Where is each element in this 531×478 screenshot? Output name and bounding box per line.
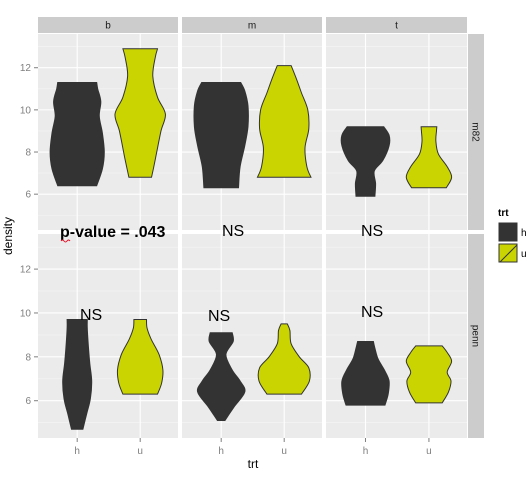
violin-m-m82-h: [193, 82, 249, 189]
x-tick-label: h: [74, 446, 80, 457]
legend-key-u: [498, 243, 518, 263]
violin-t-m82-u: [405, 126, 453, 189]
facet-strip-penn: [468, 234, 484, 438]
x-tick-label: u: [137, 446, 143, 457]
x-tick-label: h: [363, 446, 369, 457]
y-tick-label: 12: [20, 265, 32, 276]
violin-m-penn-u: [257, 323, 311, 395]
facet-strip-label: penn: [470, 325, 481, 347]
legend-key-h: [498, 222, 518, 242]
x-axis-title: trt: [248, 457, 259, 471]
y-tick-label: 12: [20, 63, 32, 74]
x-tick-label: u: [426, 446, 432, 457]
annotation-label: NS: [361, 304, 383, 321]
violin-b-m82-h: [49, 82, 105, 187]
legend-label: h: [521, 228, 527, 239]
violin-m-penn-h: [196, 332, 246, 421]
panel-t-penn: [326, 234, 467, 438]
facet-strip-m: [182, 17, 322, 33]
annotation-label: p-value = .043: [60, 224, 165, 241]
y-axis-title: density: [1, 217, 15, 255]
y-tick-label: 8: [25, 352, 31, 363]
violin-t-penn-u: [405, 345, 453, 404]
y-tick-label: 10: [20, 308, 32, 319]
panel-m-penn: [182, 234, 322, 438]
legend-title: trt: [498, 208, 509, 219]
annotation-label: NS: [208, 308, 230, 325]
facet-strip-m82: [468, 34, 484, 230]
annotation-label: NS: [80, 307, 102, 324]
y-tick-label: 6: [25, 396, 31, 407]
violin-t-m82-h: [340, 126, 391, 197]
panel-b-penn: [38, 234, 178, 438]
violin-m-m82-u: [256, 65, 312, 178]
facet-strip-label: m: [248, 21, 256, 32]
violin-t-penn-h: [341, 341, 390, 406]
violin-b-penn-h: [62, 319, 93, 430]
x-tick-label: h: [218, 446, 224, 457]
facet-strip-b: [38, 17, 178, 33]
y-tick-label: 6: [25, 190, 31, 201]
violin-b-penn-u: [116, 319, 164, 395]
x-tick-label: u: [281, 446, 287, 457]
annotation-label: NS: [222, 223, 244, 240]
violin-b-m82-u: [114, 48, 166, 178]
facet-strip-label: m82: [470, 122, 481, 142]
legend-label: u: [521, 249, 527, 260]
y-tick-label: 8: [25, 148, 31, 159]
annotation-label: NS: [361, 223, 383, 240]
facet-strip-t: [326, 17, 467, 33]
legend-key-diagonal: [499, 244, 518, 263]
facet-strip-label: t: [395, 21, 398, 32]
y-tick-label: 10: [20, 105, 32, 116]
facet-strip-label: b: [105, 21, 111, 32]
spellcheck-underline: [60, 239, 71, 243]
